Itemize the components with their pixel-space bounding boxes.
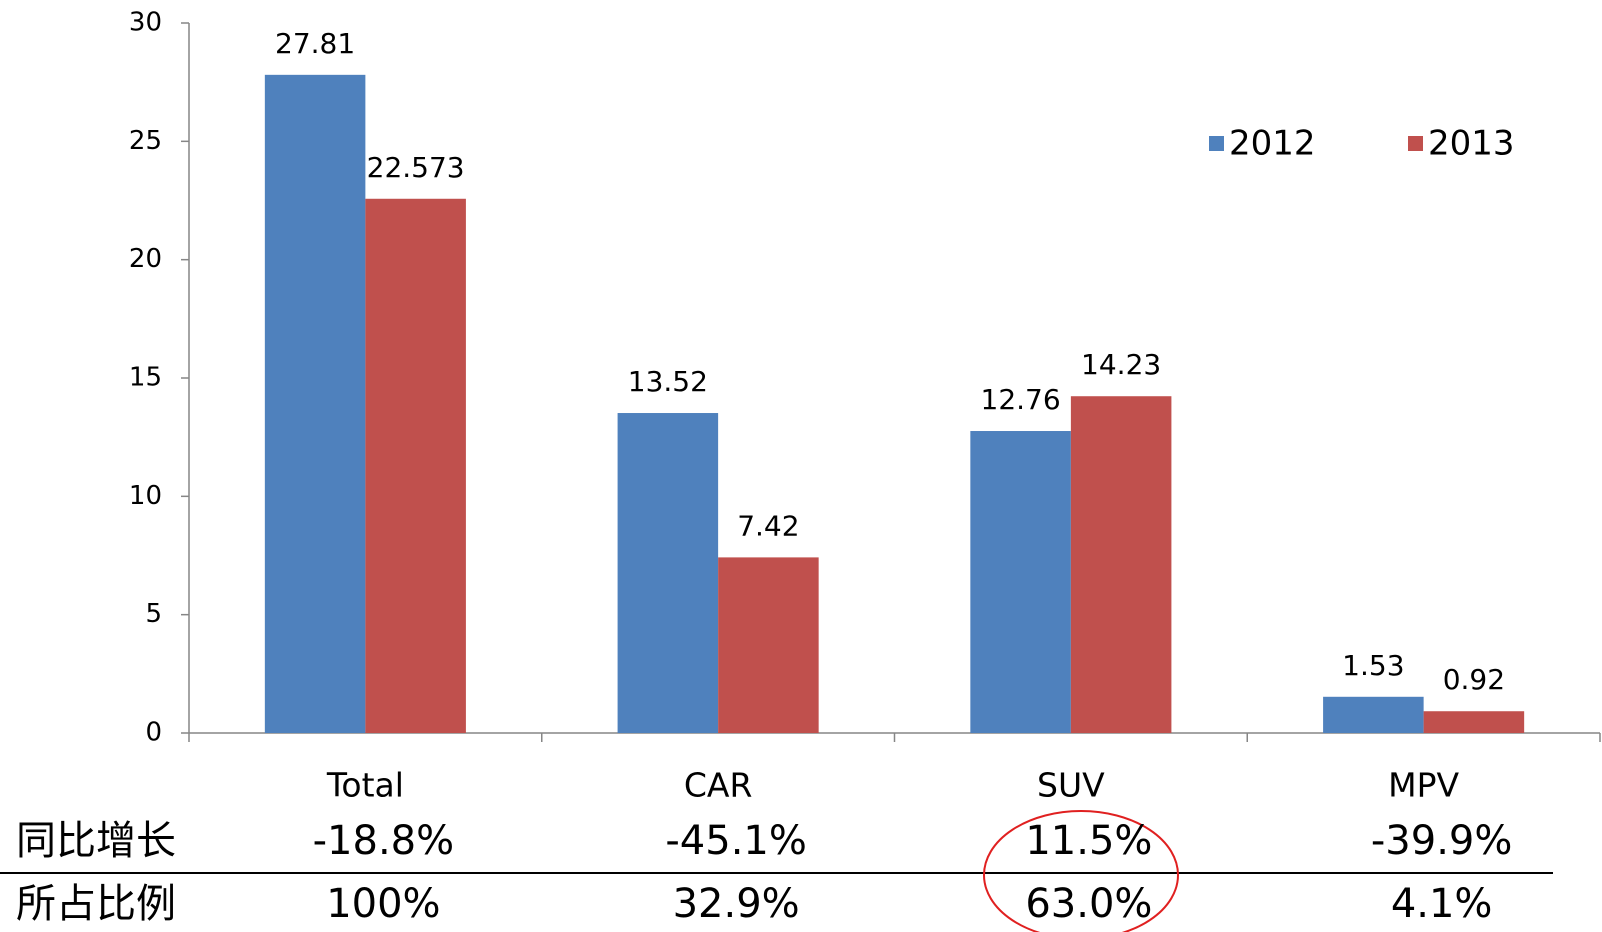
table-cell: -18.8%	[313, 818, 455, 864]
table-cell: 63.0%	[1025, 881, 1152, 927]
bar	[1070, 396, 1172, 733]
row-label: 所占比例	[16, 881, 176, 927]
highlight-circle	[983, 810, 1179, 932]
y-tick-label: 30	[129, 8, 162, 38]
bar	[1423, 711, 1525, 733]
table-cell: 100%	[326, 881, 440, 927]
data-label: 27.81	[275, 27, 355, 60]
bar	[718, 557, 819, 733]
legend-label: 2012	[1229, 124, 1316, 164]
table-cell: 32.9%	[673, 881, 800, 927]
bar	[970, 431, 1071, 733]
y-tick-label: 15	[129, 363, 162, 393]
y-tick-label: 10	[129, 481, 162, 511]
x-tick-label: CAR	[684, 766, 753, 805]
y-tick-label: 0	[145, 718, 162, 748]
table-cell: -45.1%	[665, 818, 807, 864]
bar	[617, 413, 719, 733]
table-cell: 4.1%	[1391, 881, 1493, 927]
x-tick-label: Total	[326, 766, 404, 805]
legend-label: 2013	[1428, 124, 1515, 164]
x-tick-label: MPV	[1388, 766, 1459, 805]
y-tick-label: 25	[129, 126, 162, 156]
table-cell: 11.5%	[1025, 818, 1152, 864]
data-label: 22.573	[367, 151, 465, 184]
bar	[1323, 696, 1424, 733]
x-tick-label: SUV	[1037, 766, 1105, 805]
data-label: 1.53	[1342, 649, 1404, 682]
data-label: 7.42	[737, 509, 799, 542]
y-tick-label: 20	[129, 244, 162, 274]
bar	[365, 198, 466, 733]
data-label: 13.52	[628, 365, 708, 398]
data-label: 14.23	[1081, 348, 1161, 381]
legend-swatch	[1408, 136, 1423, 151]
row-label: 同比增长	[16, 818, 176, 864]
data-label: 12.76	[981, 383, 1061, 416]
y-tick-label: 5	[145, 599, 162, 629]
data-label: 0.92	[1443, 663, 1505, 696]
bar	[264, 74, 366, 733]
legend-swatch	[1209, 136, 1224, 151]
table-cell: -39.9%	[1371, 818, 1513, 864]
